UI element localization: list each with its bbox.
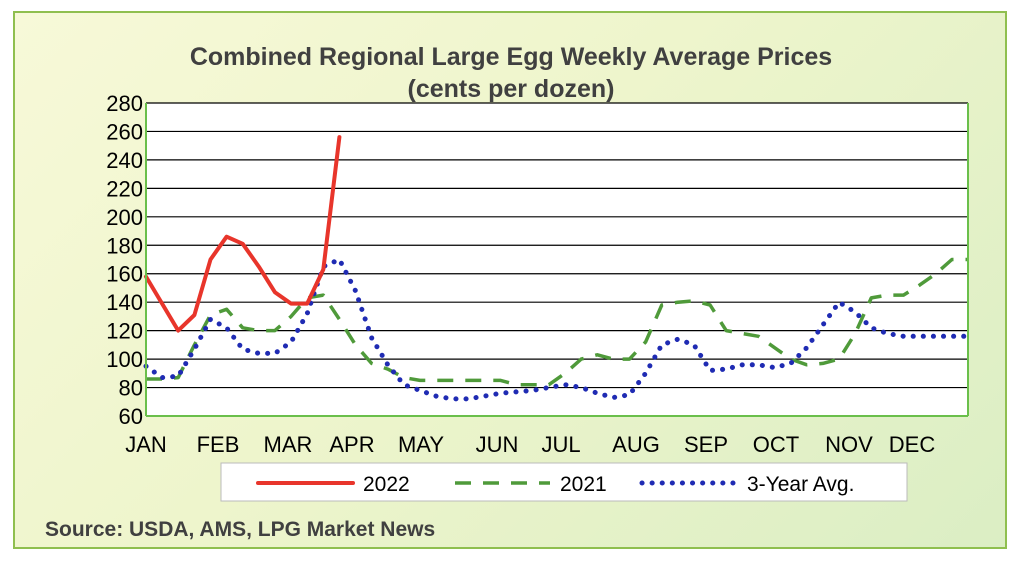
x-tick-label: MAY	[398, 432, 444, 457]
x-tick-label: APR	[329, 432, 374, 457]
x-tick-label: SEP	[684, 432, 728, 457]
x-tick-label: JUN	[476, 432, 519, 457]
series-line-0	[144, 135, 342, 333]
x-tick-label: FEB	[197, 432, 240, 457]
x-tick-label: MAR	[264, 432, 313, 457]
source-note: Source: USDA, AMS, LPG Market News	[45, 518, 435, 541]
x-axis-ticks: JAN FEB MAR APR MAY JUN JUL AUG SEP OCT NOV DEC	[125, 432, 935, 457]
series-line-1	[146, 257, 968, 387]
y-tick-label: 100	[106, 347, 143, 372]
legend-items: 2022 2021 3-Year Avg.	[256, 473, 854, 496]
y-tick-label: 260	[106, 119, 143, 144]
series-lines	[143, 135, 971, 402]
y-tick-label: 140	[106, 290, 143, 315]
series-line-2	[143, 257, 971, 402]
y-tick-label: 180	[106, 233, 143, 258]
y-tick-label: 280	[106, 91, 143, 116]
x-tick-label: JUL	[541, 432, 580, 457]
y-tick-label: 240	[106, 148, 143, 173]
x-tick-label: NOV	[825, 432, 873, 457]
y-tick-label: 220	[106, 176, 143, 201]
y-tick-label: 80	[119, 376, 143, 401]
legend-label-1: 2021	[560, 473, 607, 496]
x-tick-label: OCT	[753, 432, 799, 457]
legend-label-2: 3-Year Avg.	[747, 473, 854, 496]
y-tick-label: 200	[106, 205, 143, 230]
y-tick-label: 60	[119, 404, 143, 429]
plot-area	[146, 103, 968, 416]
gridlines	[146, 102, 968, 389]
x-tick-label: DEC	[889, 432, 936, 457]
y-axis-ticks: 60 80 100 120 140 160 180 200 220 240 260 280	[106, 91, 143, 429]
chart-subtitle: (cents per dozen)	[408, 75, 615, 103]
x-tick-label: AUG	[612, 432, 660, 457]
y-tick-label: 160	[106, 262, 143, 287]
x-tick-label: JAN	[125, 432, 167, 457]
y-tick-label: 120	[106, 319, 143, 344]
chart-title: Combined Regional Large Egg Weekly Avera…	[190, 43, 832, 71]
legend-label-0: 2022	[363, 473, 410, 496]
